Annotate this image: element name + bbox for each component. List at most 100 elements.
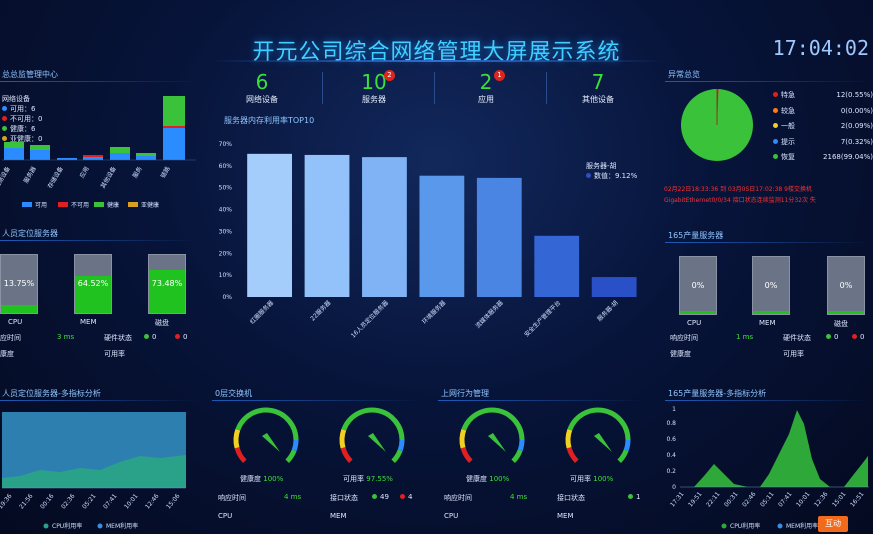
cpu-gauge: 0%: [679, 256, 717, 315]
summary-line: 可用：6: [2, 104, 42, 114]
svg-text:MEM利用率: MEM利用率: [106, 522, 138, 530]
legend-item-major[interactable]: 较急 0(0.00%): [773, 104, 873, 120]
summary-line: 不可用：0: [2, 114, 42, 124]
port-bad: 4: [400, 493, 412, 501]
clock: 17:04:02: [772, 36, 869, 60]
x-tick: 红圈服务器: [248, 299, 275, 326]
fault-dot: [852, 334, 857, 339]
disk-label: 磁盘: [155, 319, 169, 327]
stat-servers[interactable]: 10 服务器 2: [324, 70, 424, 105]
svg-text:亚健康: 亚健康: [141, 201, 159, 209]
mem-label: MEM: [759, 319, 776, 327]
dial-caption: 健康度 100%: [466, 475, 510, 483]
y-tick: 10%: [219, 272, 233, 279]
tick-label: 17:31: [669, 491, 686, 509]
panel-divider: [665, 81, 873, 82]
unavailable-dot: [2, 116, 7, 121]
mem-label: MEM: [80, 318, 97, 326]
y-tick: 0%: [222, 294, 232, 301]
dial-caption: 可用率 100%: [570, 475, 614, 483]
ok-dot: [826, 334, 831, 339]
avail-dial-behavior: [565, 407, 631, 463]
tick-label: 12:36: [813, 491, 830, 509]
gauge-value: 13.75%: [3, 279, 35, 288]
tick-label: 10:01: [123, 493, 140, 511]
svg-text:MEM利用率: MEM利用率: [786, 522, 818, 530]
bar[interactable]: [476, 177, 522, 297]
tick-label: 00:16: [39, 493, 56, 511]
gauge-fill: [1, 305, 37, 313]
available-dot: [2, 106, 7, 111]
resp-label: 响应时间: [670, 334, 698, 342]
y-tick: 0.8: [666, 420, 676, 427]
avail-label: 可用率: [783, 350, 804, 358]
hw-label: 硬件状态: [104, 334, 132, 342]
healthy-dot: [2, 126, 7, 131]
resp-label: 响应时间: [444, 494, 472, 502]
tick-label: 其他设备: [99, 165, 118, 190]
tooltip-title: 服务器-胡: [586, 162, 617, 170]
chart-legend: 可用 不可用 健康 亚健康: [22, 201, 159, 209]
panel-title-behavior: 上网行为管理: [441, 389, 489, 398]
tick-label: 15:06: [165, 493, 182, 511]
stats-row: 6 网络设备 10 服务器 2 2 应用 1 7 其他设备: [212, 68, 662, 108]
chart-legend: CPU利用率 MEM利用率: [43, 522, 138, 530]
alert-line: 02月22日18:33:36 到 03月05日17:02:38 9楼交换机: [664, 186, 812, 193]
divider: [322, 72, 323, 104]
panel-title-anomaly: 异常总览: [668, 70, 700, 79]
gauge-fill: [680, 311, 716, 314]
bar[interactable]: [304, 154, 350, 297]
svg-text:不可用: 不可用: [71, 202, 89, 209]
bar[interactable]: [591, 277, 637, 297]
tick-label: 15:01: [831, 491, 848, 509]
tick-label: 链路: [159, 165, 172, 179]
stat-apps[interactable]: 2 应用 1: [436, 70, 536, 105]
health-dial-switch: [233, 407, 299, 463]
tooltip-value: 数值：9.12%: [586, 171, 637, 181]
anomaly-legend: 特急 12(0.55%) 较急 0(0.00%) 一般 2(0.09%) 提示 7(0.…: [773, 88, 873, 166]
y-tick: 40%: [219, 207, 233, 214]
y-tick: 0.4: [666, 452, 676, 459]
legend-item-recovered[interactable]: 恢复 2168(99.04%): [773, 150, 873, 166]
stat-label: 应用: [478, 95, 494, 104]
interaction-button[interactable]: 互动: [818, 516, 848, 532]
stat-label: 服务器: [362, 95, 386, 104]
bar[interactable]: [247, 153, 292, 297]
bar[interactable]: [362, 157, 407, 297]
svg-text:CPU利用率: CPU利用率: [52, 522, 82, 530]
cpu-label: CPU: [218, 512, 233, 520]
alert-ticker[interactable]: 02月22日18:33:36 到 03月05日17:02:38 9楼交换机 Gi…: [664, 184, 873, 206]
stat-other[interactable]: 7 其他设备: [548, 70, 648, 105]
subhealthy-dot: [2, 136, 7, 141]
legend-item-urgent[interactable]: 特急 12(0.55%): [773, 88, 873, 104]
health-label: 康度: [0, 350, 14, 358]
mem-gauge: 64.52%: [74, 254, 112, 314]
gauge-fill: [753, 311, 789, 314]
bar[interactable]: [534, 235, 580, 297]
mem-gauge: 0%: [752, 256, 790, 315]
panel-divider: [665, 400, 873, 401]
alert-line: GigabitEthernet0/0/34 接口状态连续监测11分32次 失: [664, 197, 816, 204]
bar[interactable]: [419, 175, 465, 297]
legend-item-hint[interactable]: 提示 7(0.32%): [773, 135, 873, 151]
tick-label: 00:31: [723, 491, 740, 509]
stat-label: 网络设备: [246, 95, 278, 104]
gauge-fill: [75, 275, 111, 313]
panel-title-location-server: 人员定位服务器: [2, 229, 58, 238]
series-dot: [586, 173, 591, 178]
divider: [434, 72, 435, 104]
gauge-value: 64.52%: [77, 279, 109, 288]
summary-line: 健康：6: [2, 124, 42, 134]
chart-title: 服务器内存利用率TOP10: [224, 116, 315, 125]
divider: [546, 72, 547, 104]
legend-item-normal[interactable]: 一般 2(0.09%): [773, 119, 873, 135]
gauge-fill: [149, 270, 185, 313]
y-tick: 60%: [219, 163, 233, 170]
resp-value: 4 ms: [284, 493, 302, 501]
cpu-label: CPU: [8, 318, 23, 326]
disk-label: 磁盘: [834, 320, 848, 328]
stat-network[interactable]: 6 网络设备: [212, 70, 312, 105]
panel-title-multi-metric: 人员定位服务器-多指标分析: [2, 389, 101, 398]
device-bars: [4, 96, 185, 160]
disk-gauge: 0%: [827, 256, 865, 315]
